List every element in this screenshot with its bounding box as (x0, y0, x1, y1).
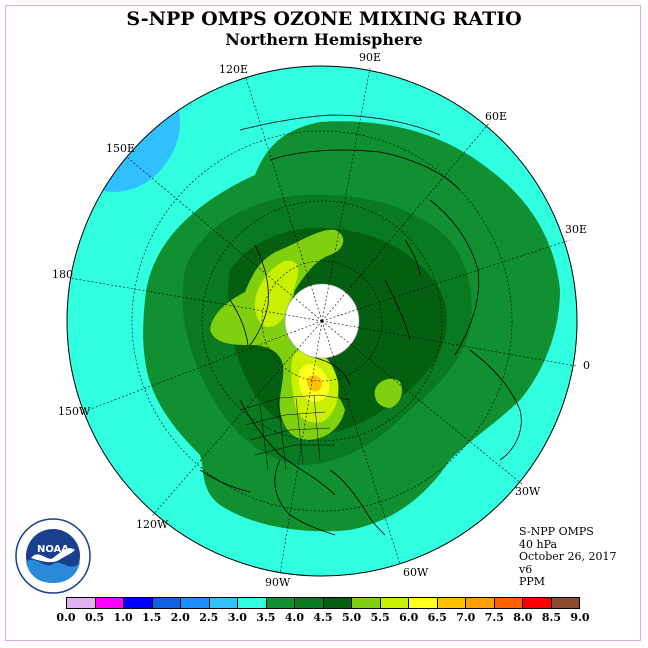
meridian-90w (279, 320, 323, 575)
color-legend-tick: 7.5 (484, 611, 504, 624)
color-legend-tick: 3.5 (256, 611, 276, 624)
color-legend-swatch (437, 598, 466, 608)
color-legend-swatch (124, 598, 153, 608)
ozone-field (67, 66, 577, 576)
color-legend-ticks: 0.0 0.5 1.0 1.5 2.0 2.5 3.0 3.5 4.0 4.5 5.0 5.5 6.0 6… (0, 611, 648, 625)
color-legend-swatch (323, 598, 352, 608)
meridian-60w (321, 320, 401, 565)
meridian-30e (321, 239, 571, 322)
map-title: S-NPP OMPS OZONE MIXING RATIO (126, 8, 522, 30)
color-legend-tick: 2.5 (199, 611, 219, 624)
color-legend-swatch (181, 598, 210, 608)
noaa-logo-text: NOAA (37, 544, 69, 555)
color-legend-bar (66, 597, 580, 609)
lon-label-60e: 60E (485, 110, 508, 123)
color-legend-swatch (67, 598, 96, 608)
lon-label-180: 180 (52, 268, 73, 281)
meridian-30w (321, 320, 523, 485)
color-legend-swatch (380, 598, 409, 608)
page-frame (5, 5, 641, 641)
color-legend-swatch (466, 598, 495, 608)
coastlines (199, 114, 522, 536)
meridian-90e (321, 67, 371, 322)
ozone-patch-5.5-6.0 (374, 378, 402, 408)
color-legend-tick: 1.0 (113, 611, 133, 624)
meridian-120e (245, 77, 323, 322)
ozone-band-6.0-6.5-west (254, 260, 299, 327)
color-legend-swatch (95, 598, 124, 608)
color-legend-tick: 4.5 (313, 611, 333, 624)
map-subtitle: Northern Hemisphere (225, 30, 423, 49)
political-boundaries (239, 394, 351, 471)
color-legend-tick: 0.0 (56, 611, 76, 624)
color-legend-swatch (209, 598, 238, 608)
map-boundary (66, 65, 578, 577)
meridian-150w (87, 320, 323, 411)
meridian-0 (321, 320, 577, 367)
ozone-band-3.0-3.5 (100, 108, 181, 192)
color-legend-tick: 5.5 (370, 611, 390, 624)
lon-label-120w: 120W (136, 518, 169, 531)
lon-label-90e: 90E (359, 51, 382, 64)
meridian-180 (69, 277, 323, 322)
lon-label-30w: 30W (515, 485, 541, 498)
info-level: 40 hPa (519, 537, 558, 551)
color-legend-tick: 6.0 (399, 611, 419, 624)
lon-label-150e: 150E (106, 142, 136, 155)
color-legend-swatch (152, 598, 181, 608)
lon-label-150w: 150W (58, 405, 91, 418)
color-legend-tick: 6.5 (427, 611, 447, 624)
color-legend-tick: 4.0 (284, 611, 305, 624)
lon-label-30e: 30E (565, 223, 588, 236)
info-version: v6 (519, 562, 533, 576)
color-legend-tick: 9.0 (570, 611, 590, 624)
color-legend-tick: 3.0 (227, 611, 247, 624)
color-legend-swatch (266, 598, 295, 608)
lon-label-120e: 120E (219, 63, 249, 76)
color-legend-tick: 0.5 (84, 611, 105, 624)
color-legend-tick: 8.5 (541, 611, 562, 624)
lon-label-60w: 60W (403, 566, 429, 579)
color-legend-swatch (238, 598, 267, 608)
color-legend-tick: 8.0 (513, 611, 533, 624)
latitude-circle-75 (261, 260, 383, 382)
color-legend-swatch (494, 598, 523, 608)
info-block: S-NPP OMPS 40 hPa October 26, 2017 v6 PP… (519, 525, 617, 589)
color-legend-tick: 2.0 (170, 611, 190, 624)
color-legend-swatch (352, 598, 381, 608)
color-legend-tick: 7.0 (456, 611, 476, 624)
color-legend-tick: 5.0 (341, 611, 362, 624)
color-legend-swatch (523, 598, 552, 608)
meridian-60e (321, 121, 491, 322)
latitude-circle-60 (201, 200, 443, 442)
info-units: PPM (519, 575, 546, 588)
info-date: October 26, 2017 (519, 550, 617, 563)
meridian-120w (151, 320, 323, 517)
color-legend-swatch (551, 598, 579, 608)
lon-label-0: 0 (583, 359, 590, 372)
lon-label-90w: 90W (265, 576, 291, 589)
noaa-logo: NOAA (15, 518, 91, 594)
color-legend-swatch (409, 598, 438, 608)
latitude-circle-45 (131, 130, 513, 512)
graticule (69, 67, 577, 575)
color-legend-swatch (295, 598, 324, 608)
ozone-band-7.0-7.5 (307, 375, 322, 392)
color-legend-tick: 1.5 (142, 611, 162, 624)
info-instrument: S-NPP OMPS (519, 525, 594, 538)
